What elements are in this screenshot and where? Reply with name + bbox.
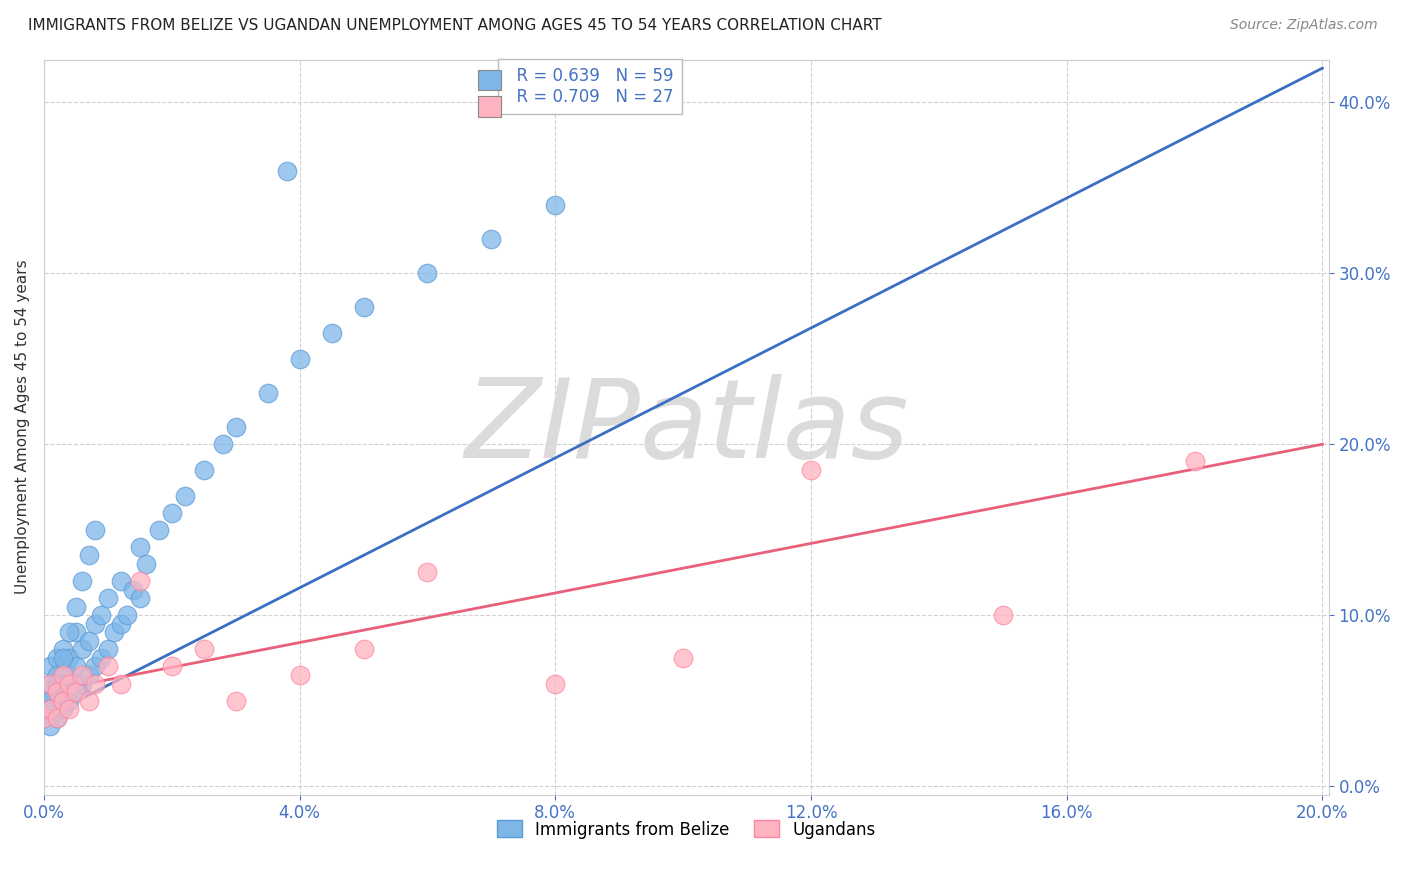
Point [97,591,120,606]
Point [173,489,195,503]
Point [321,326,343,340]
Point [110,574,132,588]
Point [70,642,93,657]
Point [39,676,62,690]
Point [160,506,183,520]
Point [65,685,87,699]
Point [800,463,823,477]
Point [1184,454,1206,468]
Point [65,659,87,673]
Point [45,676,67,690]
Point [193,642,215,657]
Point [52,668,75,682]
Point [52,702,75,716]
Point [90,608,112,623]
Point [90,651,112,665]
Point [128,540,150,554]
Point [288,668,311,682]
Point [353,642,375,657]
FancyBboxPatch shape [478,96,502,117]
Point [77,694,100,708]
Point [84,659,107,673]
Point [70,574,93,588]
Point [32,711,55,725]
Point [160,659,183,673]
Point [77,549,100,563]
Point [65,685,87,699]
Point [128,591,150,606]
Point [58,668,80,682]
Point [52,676,75,690]
Point [115,608,138,623]
Point [84,676,107,690]
Point [479,232,502,246]
Point [288,351,311,366]
Point [193,463,215,477]
Point [97,642,120,657]
Point [225,420,247,434]
Text: ZIPatlas: ZIPatlas [464,374,908,481]
Point [135,557,157,571]
Text: Source: ZipAtlas.com: Source: ZipAtlas.com [1230,18,1378,32]
Point [70,668,93,682]
Point [70,676,93,690]
Point [45,651,67,665]
Y-axis label: Unemployment Among Ages 45 to 54 years: Unemployment Among Ages 45 to 54 years [15,260,30,594]
Point [45,668,67,682]
Point [52,642,75,657]
Point [110,676,132,690]
Point [84,616,107,631]
Point [58,651,80,665]
Point [991,608,1014,623]
Point [58,694,80,708]
Point [672,651,695,665]
Point [52,651,75,665]
Point [77,668,100,682]
Point [45,685,67,699]
Point [276,163,298,178]
Point [52,694,75,708]
Point [353,301,375,315]
Point [148,523,170,537]
Point [256,386,278,401]
FancyBboxPatch shape [478,70,502,90]
Point [39,676,62,690]
Point [65,599,87,614]
Point [212,437,235,451]
Point [103,625,125,640]
Point [45,711,67,725]
Point [225,694,247,708]
Point [39,702,62,716]
Point [84,523,107,537]
Point [110,616,132,631]
Point [45,685,67,699]
Point [39,719,62,733]
Point [39,702,62,716]
Point [122,582,145,597]
Point [97,659,120,673]
Text: R = 0.639   N = 59
  R = 0.709   N = 27: R = 0.639 N = 59 R = 0.709 N = 27 [506,67,673,106]
Point [65,625,87,640]
Legend: Immigrants from Belize, Ugandans: Immigrants from Belize, Ugandans [491,814,883,846]
Point [58,676,80,690]
Point [58,625,80,640]
Point [32,685,55,699]
Point [45,711,67,725]
Point [39,694,62,708]
Point [544,676,567,690]
Text: IMMIGRANTS FROM BELIZE VS UGANDAN UNEMPLOYMENT AMONG AGES 45 TO 54 YEARS CORRELA: IMMIGRANTS FROM BELIZE VS UGANDAN UNEMPL… [28,18,882,33]
Point [58,702,80,716]
Point [416,266,439,280]
Point [32,711,55,725]
Point [128,574,150,588]
Point [544,198,567,212]
Point [416,566,439,580]
Point [39,659,62,673]
Point [77,633,100,648]
